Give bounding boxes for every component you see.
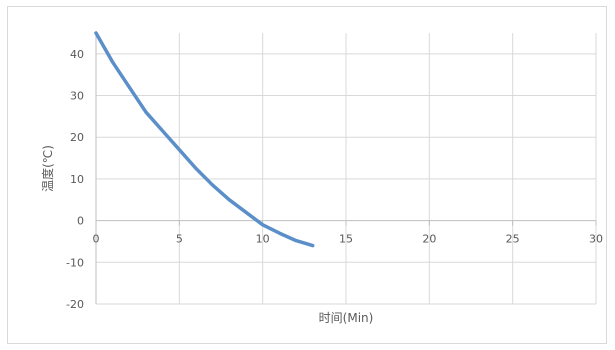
x-tick-label: 25 [506,233,520,246]
x-axis-label: 时间(Min) [319,311,374,325]
x-tick-label: 5 [176,233,183,246]
y-tick-label: -10 [66,256,84,269]
x-tick-label: 10 [256,233,270,246]
axes [95,33,597,304]
x-tick-label: 20 [422,233,436,246]
x-tick-label: 30 [589,233,603,246]
y-axis-label: 温度(℃) [40,145,55,192]
grid-lines [96,33,597,305]
series-line [94,31,315,248]
y-tick-label: 40 [70,48,84,61]
series-group [94,31,315,248]
chart-frame [7,6,607,344]
x-tick-label: 15 [339,233,353,246]
x-tick-labels: 0 5 10 15 20 25 30 [93,233,604,246]
y-tick-labels: -20 -10 0 10 20 30 40 [66,48,84,311]
y-tick-label: 20 [70,131,84,144]
x-tick-label: 0 [93,233,100,246]
y-tick-label: 10 [70,173,84,186]
y-tick-label: 0 [77,215,84,228]
y-tick-label: 30 [70,90,84,103]
y-tick-label: -20 [66,298,84,311]
